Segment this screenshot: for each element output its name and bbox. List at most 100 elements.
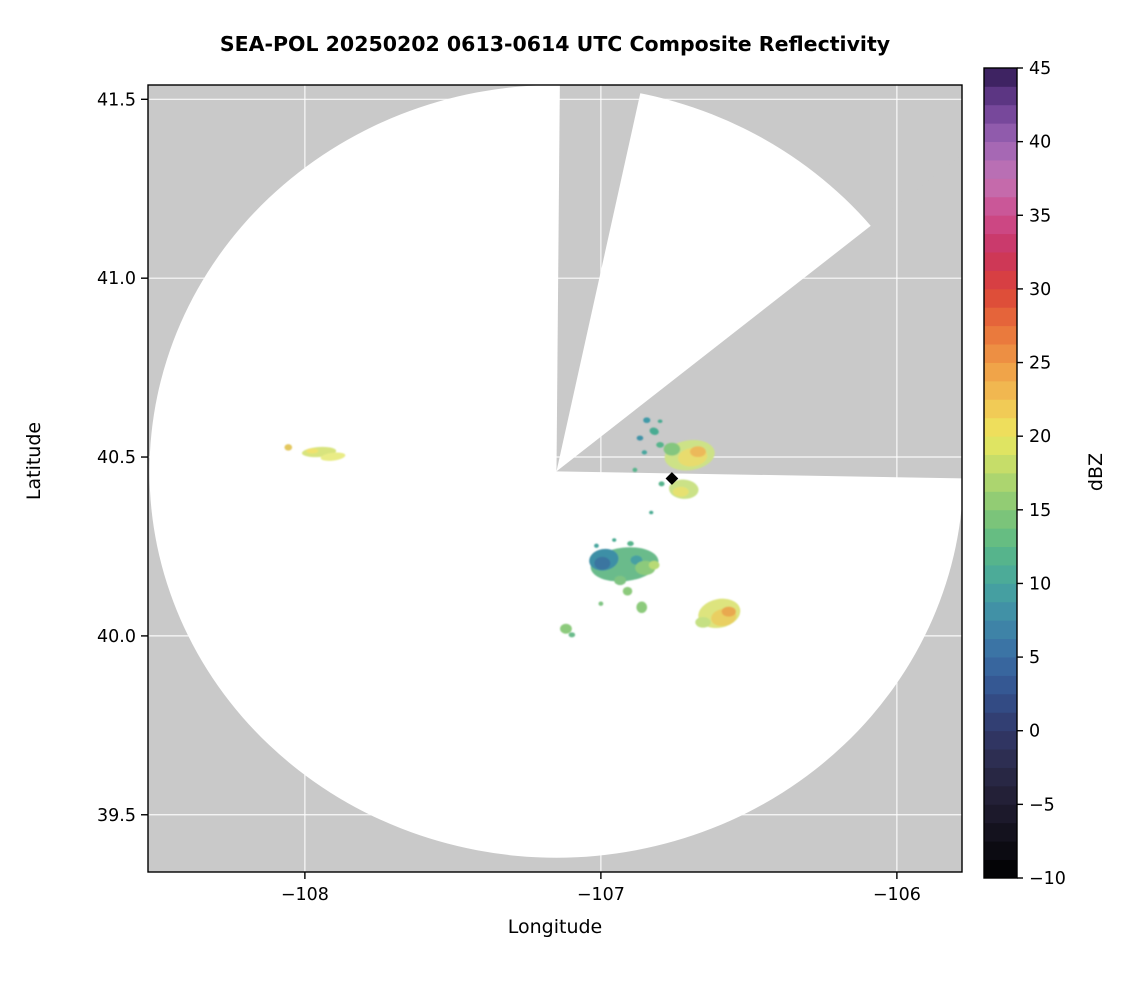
radar-echo-patch [649, 510, 654, 515]
colorbar-segment [984, 546, 1017, 566]
radar-echo-patch [632, 467, 638, 473]
radar-echo-patch [627, 541, 634, 547]
colorbar-tick-label: 25 [1029, 354, 1051, 374]
y-tick-label: 41.5 [97, 90, 136, 110]
colorbar-segment [984, 233, 1017, 253]
radar-echo-patch [636, 601, 648, 614]
colorbar-segment [984, 159, 1017, 179]
colorbar-segment [984, 251, 1017, 271]
colorbar-segment [984, 325, 1017, 345]
radar-echo-patch [568, 632, 576, 638]
radar-echo-patch [306, 448, 319, 454]
colorbar-tick-label: 5 [1029, 648, 1040, 668]
radar-echo-patch [721, 606, 736, 617]
colorbar-segment [984, 306, 1017, 327]
colorbar-segment [984, 859, 1017, 879]
colorbar-segment [984, 656, 1017, 676]
colorbar-segment [984, 601, 1017, 621]
colorbar-segment [984, 435, 1017, 455]
chart-title: SEA-POL 20250202 0613-0614 UTC Composite… [219, 32, 891, 56]
x-tick-label: −107 [577, 885, 625, 905]
radar-echo-patch [284, 444, 293, 451]
colorbar-segment [984, 583, 1017, 603]
colorbar-segment [984, 509, 1017, 529]
blocked-sector [556, 154, 962, 479]
radar-echo-patch [594, 543, 599, 548]
y-axis-label: Latitude [23, 421, 45, 501]
colorbar-segment [984, 288, 1017, 308]
colorbar-tick-label: 45 [1029, 59, 1051, 79]
x-axis-label: Longitude [507, 916, 603, 938]
radar-echo-patch [612, 538, 617, 542]
colorbar-segment [984, 178, 1017, 198]
radar-echo-patch [656, 442, 664, 448]
y-tick-label: 40.5 [97, 448, 136, 468]
radar-echo-patch [648, 560, 660, 570]
colorbar-segment [984, 711, 1017, 732]
colorbar-segment [984, 803, 1017, 824]
colorbar-segment [984, 748, 1017, 768]
colorbar-segment [984, 527, 1017, 548]
colorbar-label: dBZ [1085, 452, 1107, 492]
colorbar-tick-label: −10 [1029, 869, 1066, 889]
colorbar-segment [984, 417, 1017, 437]
radar-echo-patch [622, 586, 633, 596]
radar-echo-patch [320, 452, 346, 461]
colorbar-segment [984, 619, 1017, 640]
colorbar-segment [984, 214, 1017, 235]
colorbar-segment [984, 454, 1017, 474]
colorbar-segment [984, 675, 1017, 695]
colorbar-segment [984, 86, 1017, 106]
radar-echo-patch [641, 450, 648, 455]
colorbar-segment [984, 822, 1017, 842]
colorbar-segment [984, 343, 1017, 363]
colorbar-segment [984, 104, 1017, 124]
radar-echo-patch [598, 601, 604, 606]
colorbar-segment [984, 196, 1017, 216]
colorbar-segment [984, 564, 1017, 584]
colorbar-tick-label: 40 [1029, 133, 1051, 153]
colorbar-segment [984, 638, 1017, 658]
plot-frame [147, 84, 963, 873]
colorbar-segment [984, 767, 1017, 787]
radar-echo-patch [643, 417, 651, 424]
colorbar-tick-label: 15 [1029, 501, 1051, 521]
y-tick-label: 39.5 [97, 806, 136, 826]
y-tick-label: 40.0 [97, 627, 136, 647]
colorbar-tick-label: 10 [1029, 574, 1051, 594]
colorbar-tick-label: 30 [1029, 280, 1051, 300]
colorbar-segment [984, 491, 1017, 511]
radar-echo-patch [672, 486, 689, 497]
colorbar-segment [984, 785, 1017, 805]
colorbar-segment [984, 270, 1017, 290]
plot-area [148, 85, 962, 872]
colorbar-segment [984, 122, 1017, 143]
colorbar: −10 −5 0 5 10 15 20 25 30 35 40 45 [983, 59, 1066, 889]
y-tick-label: 41.0 [97, 269, 136, 289]
radar-echo-patch [658, 481, 665, 487]
colorbar-tick-label: 35 [1029, 206, 1051, 226]
radar-echo-patch [636, 435, 644, 441]
radar-echo-patch [689, 446, 706, 458]
colorbar-segment [984, 362, 1017, 382]
radar-echo-patch [695, 616, 711, 628]
x-tick-label: −106 [873, 885, 921, 905]
colorbar-tick-label: 20 [1029, 427, 1051, 447]
radar-echo-patch [614, 575, 627, 586]
radar-echo-patch [560, 623, 572, 634]
radar-echo-patch [594, 556, 611, 570]
colorbar-segment [984, 693, 1017, 713]
radar-echo-patch [663, 442, 681, 456]
radar-echo-patch [657, 419, 663, 424]
colorbar-tick-label: −5 [1029, 795, 1055, 815]
colorbar-segment [984, 398, 1017, 419]
colorbar-segment [984, 67, 1017, 87]
colorbar-segment [984, 380, 1017, 400]
x-tick-label: −108 [281, 885, 329, 905]
radar-echo-patch [649, 427, 659, 436]
colorbar-segment [984, 472, 1017, 492]
radar-echoes [284, 417, 741, 638]
blocked-sector [556, 85, 643, 472]
colorbar-segment [984, 840, 1017, 860]
